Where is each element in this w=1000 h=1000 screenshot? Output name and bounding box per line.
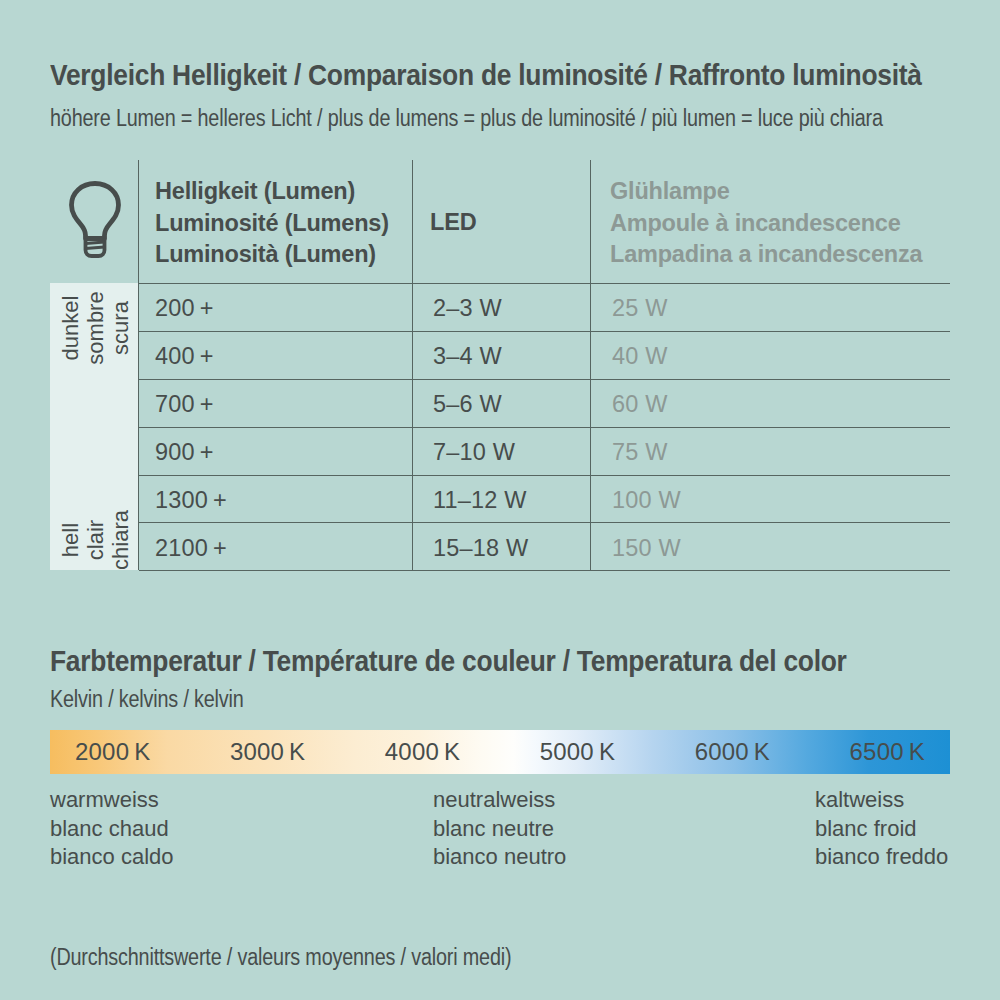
incandescent-value: 150 W (612, 535, 681, 562)
column-divider (590, 160, 591, 570)
temperature-title: Farbtemperatur / Température de couleur … (50, 644, 955, 678)
lumen-value: 200 + (155, 295, 214, 322)
row-divider (139, 283, 950, 284)
column-divider (138, 160, 139, 570)
kelvin-label: 2000 K (75, 738, 150, 766)
lumen-value: 700 + (155, 391, 214, 418)
kelvin-scale: 2000 K 3000 K 4000 K 5000 K 6000 K 6500 … (50, 730, 950, 774)
legend-cold: kaltweiss blanc froid bianco freddo (815, 786, 948, 872)
incandescent-value: 25 W (612, 295, 668, 322)
temperature-subtitle: Kelvin / kelvins / kelvin (50, 686, 275, 713)
kelvin-label: 6500 K (850, 738, 925, 766)
legend-neutral: neutralweiss blanc neutre bianco neutro (433, 786, 566, 872)
lumen-value: 2100 + (155, 535, 227, 562)
column-divider (412, 160, 413, 570)
led-header: LED (430, 207, 476, 239)
led-value: 11–12 W (433, 487, 527, 514)
page-subtitle: höhere Lumen = helleres Licht / plus de … (50, 105, 1000, 132)
led-value: 3–4 W (433, 343, 502, 370)
side-label-dark: dunkel sombre scura (58, 291, 133, 364)
temperature-subtitle-text: Kelvin / kelvins / kelvin (50, 686, 244, 713)
kelvin-label: 5000 K (540, 738, 615, 766)
footnote-text: (Durchschnittswerte / valeurs moyennes /… (50, 944, 511, 971)
page-title: Vergleich Helligkeit / Comparaison de lu… (50, 58, 1000, 92)
incandescent-header: Glühlampe Ampoule à incandescence Lampad… (610, 176, 922, 271)
lumen-value: 400 + (155, 343, 214, 370)
legend-warm: warmweiss blanc chaud bianco caldo (50, 786, 174, 872)
led-value: 15–18 W (433, 535, 528, 562)
page-title-text: Vergleich Helligkeit / Comparaison de lu… (50, 58, 922, 92)
led-value: 7–10 W (433, 439, 515, 466)
row-divider (139, 379, 950, 380)
kelvin-label: 6000 K (695, 738, 770, 766)
row-divider (139, 331, 950, 332)
incandescent-value: 75 W (612, 439, 668, 466)
row-divider (139, 570, 950, 571)
led-value: 5–6 W (433, 391, 502, 418)
kelvin-label: 3000 K (230, 738, 305, 766)
side-label-bright: hell clair chiara (58, 510, 133, 570)
lumen-header: Helligkeit (Lumen) Luminosité (Lumens) L… (155, 176, 389, 271)
lumen-value: 900 + (155, 439, 214, 466)
footnote: (Durchschnittswerte / valeurs moyennes /… (50, 944, 586, 971)
row-divider (139, 522, 950, 523)
led-value: 2–3 W (433, 295, 502, 322)
page-subtitle-text: höhere Lumen = helleres Licht / plus de … (50, 105, 883, 132)
incandescent-value: 60 W (612, 391, 668, 418)
incandescent-value: 100 W (612, 487, 681, 514)
lumen-value: 1300 + (155, 487, 227, 514)
row-divider (139, 427, 950, 428)
kelvin-label: 4000 K (385, 738, 460, 766)
incandescent-value: 40 W (612, 343, 668, 370)
row-divider (139, 475, 950, 476)
light-bulb-icon (66, 181, 124, 262)
temperature-title-text: Farbtemperatur / Température de couleur … (50, 644, 847, 678)
